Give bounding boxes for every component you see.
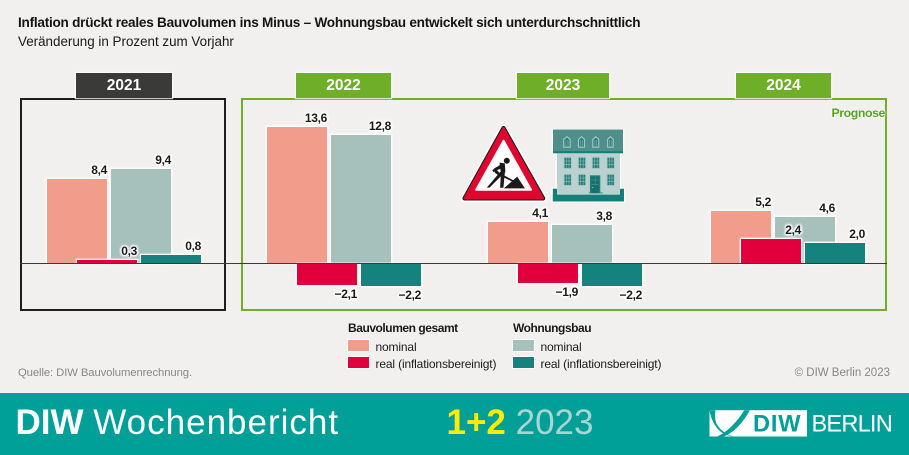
svg-text:BERLIN: BERLIN: [812, 412, 892, 438]
svg-text:DIW: DIW: [753, 412, 801, 438]
